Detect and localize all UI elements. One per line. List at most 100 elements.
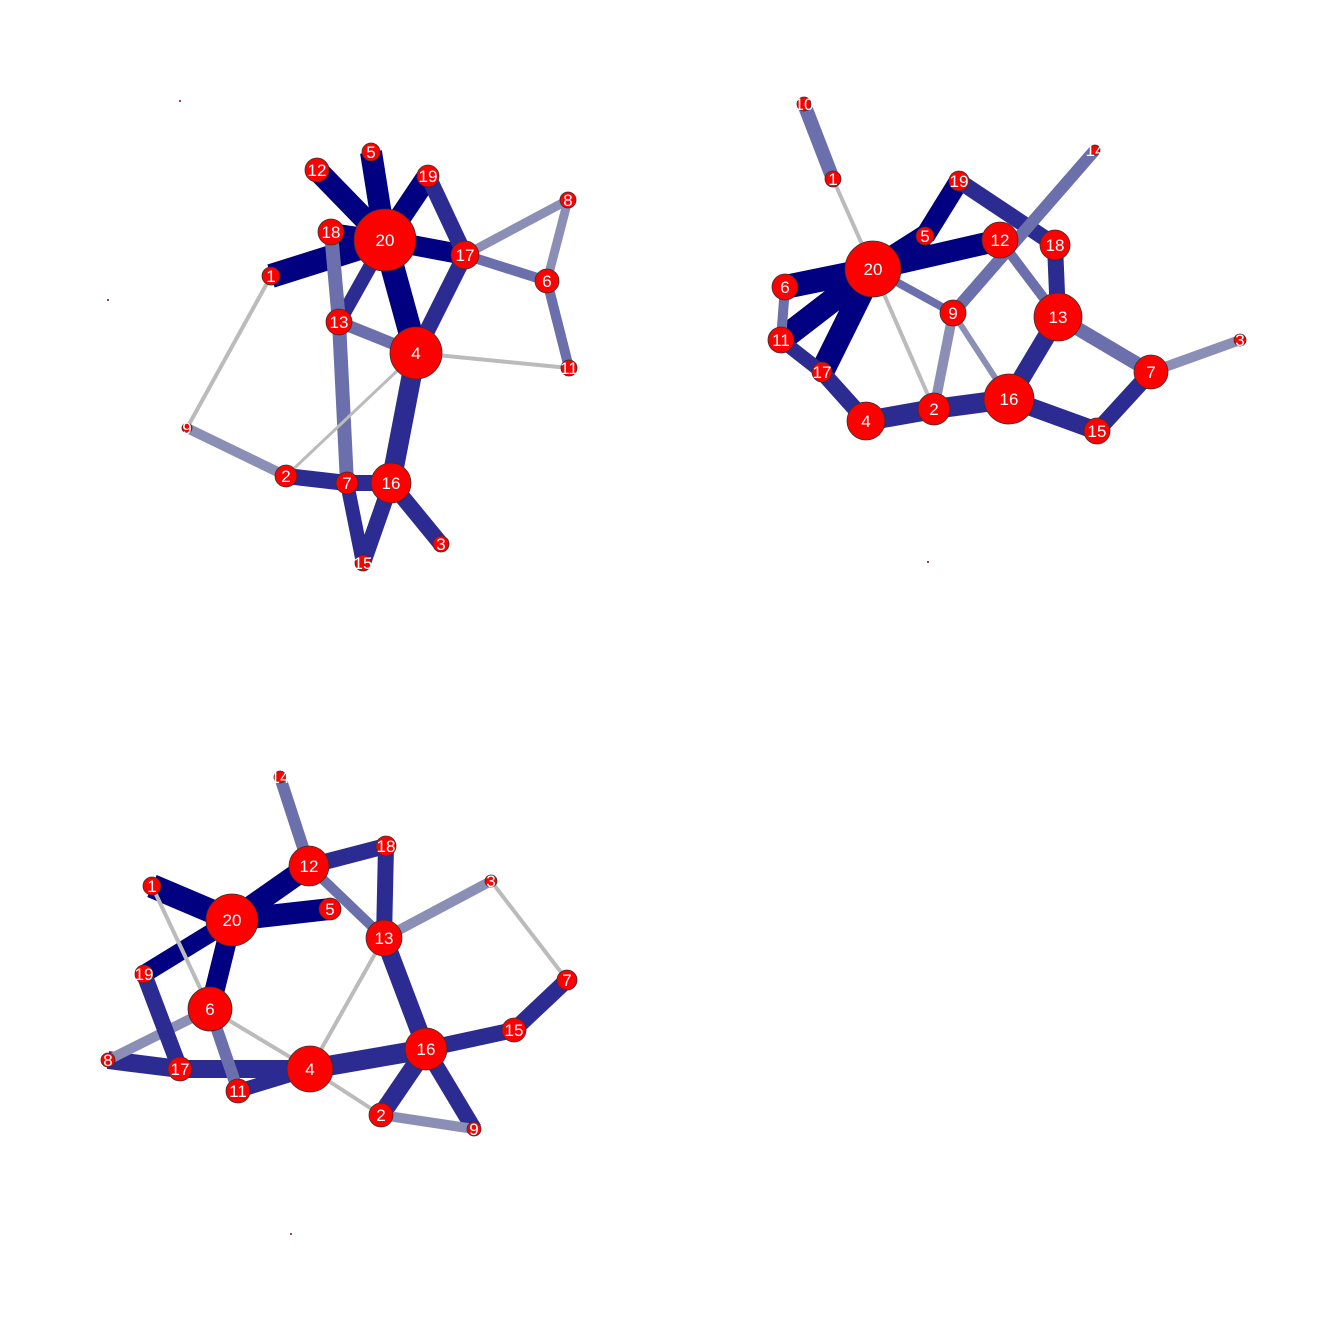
node-12: 12 — [288, 845, 330, 887]
node-circle — [466, 1121, 482, 1137]
node-circle — [939, 299, 967, 327]
node-9: 9 — [466, 1120, 482, 1139]
node-label: 2 — [281, 467, 290, 486]
node-label: 4 — [305, 1060, 314, 1079]
node-circle — [915, 226, 935, 246]
node-label: 9 — [469, 1120, 478, 1139]
node-label: 20 — [864, 260, 883, 279]
node-circle — [556, 969, 578, 991]
node-16: 16 — [404, 1027, 448, 1071]
network-graph-2: 10 1 14 19 5 12 18 20 6 9 13 11 17 3 7 16 2 4 15 — [767, 95, 1247, 563]
node-circle — [484, 874, 498, 888]
node-label: 5 — [920, 227, 929, 246]
node-13: 13 — [1033, 292, 1083, 342]
node-4: 4 — [846, 401, 886, 441]
node-label: 15 — [354, 554, 373, 573]
node-label: 3 — [1235, 331, 1244, 350]
node-label: 12 — [991, 231, 1010, 250]
node-circle — [353, 208, 417, 272]
node-2: 2 — [917, 392, 951, 426]
node-label: 20 — [223, 911, 242, 930]
node-15: 15 — [501, 1017, 527, 1043]
node-16: 16 — [983, 373, 1035, 425]
node-10 — [107, 299, 109, 301]
node-11: 11 — [225, 1078, 251, 1104]
node-label: 3 — [436, 535, 445, 554]
node-label: 3 — [486, 872, 495, 891]
node-circle — [100, 1052, 116, 1068]
node-10 — [290, 1233, 292, 1235]
node-label: 4 — [411, 344, 420, 363]
node-5: 5 — [361, 142, 381, 162]
node-8: 8 — [100, 1051, 116, 1070]
node-circle — [927, 561, 929, 563]
node-18: 18 — [375, 835, 397, 857]
node-circle — [365, 919, 403, 957]
node-label: 7 — [342, 474, 351, 493]
node-11: 11 — [767, 326, 795, 354]
edge-10-1 — [797, 101, 840, 182]
node-1: 1 — [261, 266, 281, 286]
node-circle — [361, 142, 381, 162]
node-label: 6 — [780, 278, 789, 297]
node-circle — [317, 218, 345, 246]
node-label: 13 — [330, 313, 349, 332]
node-label: 14 — [271, 768, 290, 787]
node-circle — [354, 554, 372, 572]
node-circle — [107, 299, 109, 301]
node-circle — [450, 240, 480, 270]
node-2: 2 — [274, 464, 298, 488]
node-circle — [142, 876, 162, 896]
node-7: 7 — [335, 471, 359, 495]
node-circle — [187, 986, 233, 1032]
node-circle — [134, 964, 154, 984]
node-label: 18 — [377, 837, 396, 856]
node-4: 4 — [286, 1045, 334, 1093]
node-6: 6 — [771, 273, 799, 301]
node-circle — [416, 164, 440, 188]
node-label: 16 — [1000, 390, 1019, 409]
node-17: 17 — [811, 361, 833, 383]
node-20: 20 — [353, 208, 417, 272]
node-12: 12 — [981, 221, 1019, 259]
node-circle — [796, 96, 812, 112]
node-circle — [335, 471, 359, 495]
node-7: 7 — [556, 969, 578, 991]
node-14 — [179, 100, 181, 102]
edge-19-17 — [420, 172, 473, 259]
node-17: 17 — [450, 240, 480, 270]
node-circle — [318, 897, 342, 921]
node-label: 12 — [308, 161, 327, 180]
edge-18-13 — [324, 231, 346, 323]
node-circle — [846, 401, 886, 441]
node-6: 6 — [187, 986, 233, 1032]
node-circle — [370, 462, 412, 504]
edge-8-17 — [462, 196, 571, 259]
edge-19-18 — [954, 174, 1060, 252]
node-circle — [304, 157, 330, 183]
node-label: 11 — [560, 359, 578, 378]
node-3: 3 — [432, 535, 450, 554]
node-circle — [432, 535, 450, 553]
node-15: 15 — [1083, 417, 1111, 445]
node-19: 19 — [948, 170, 970, 192]
edge-13-4 — [308, 937, 386, 1070]
node-label: 10 — [795, 95, 814, 114]
node-circle — [375, 835, 397, 857]
node-circle — [811, 361, 833, 383]
node-9: 9 — [939, 299, 967, 327]
node-label: 15 — [505, 1021, 524, 1040]
node-8: 8 — [559, 191, 577, 210]
node-label: 13 — [1049, 308, 1068, 327]
node-circle — [981, 221, 1019, 259]
node-circle — [501, 1017, 527, 1043]
edge-7-15 — [340, 481, 370, 565]
node-15: 15 — [354, 554, 373, 573]
node-1: 1 — [142, 876, 162, 896]
node-5: 5 — [915, 226, 935, 246]
node-circle — [771, 273, 799, 301]
node-label: 19 — [950, 172, 969, 191]
node-circle — [917, 392, 951, 426]
node-2: 2 — [368, 1102, 394, 1128]
